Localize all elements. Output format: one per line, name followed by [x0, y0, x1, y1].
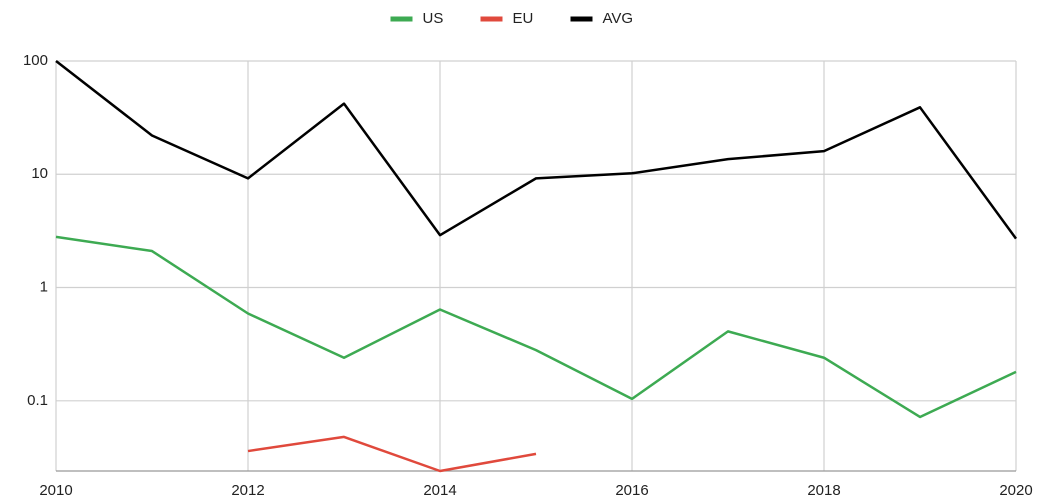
legend-label: US — [423, 10, 444, 27]
legend-label: EU — [513, 10, 534, 27]
x-tick-label: 2016 — [615, 482, 648, 499]
legend-label: AVG — [603, 10, 634, 27]
y-tick-label: 10 — [31, 165, 48, 182]
line — [247, 435, 537, 473]
line — [55, 60, 1018, 240]
y-tick-label: 1 — [40, 279, 48, 296]
x-tick-label: 2020 — [999, 482, 1032, 499]
y-tick-label: 100 — [23, 52, 48, 69]
y-tick-label: 0.1 — [27, 392, 48, 409]
x-tick-label: 2018 — [807, 482, 840, 499]
x-tick-label: 2014 — [423, 482, 456, 499]
x-tick-label: 2012 — [231, 482, 264, 499]
x-tick-label: 2010 — [39, 482, 72, 499]
line — [55, 235, 1017, 419]
